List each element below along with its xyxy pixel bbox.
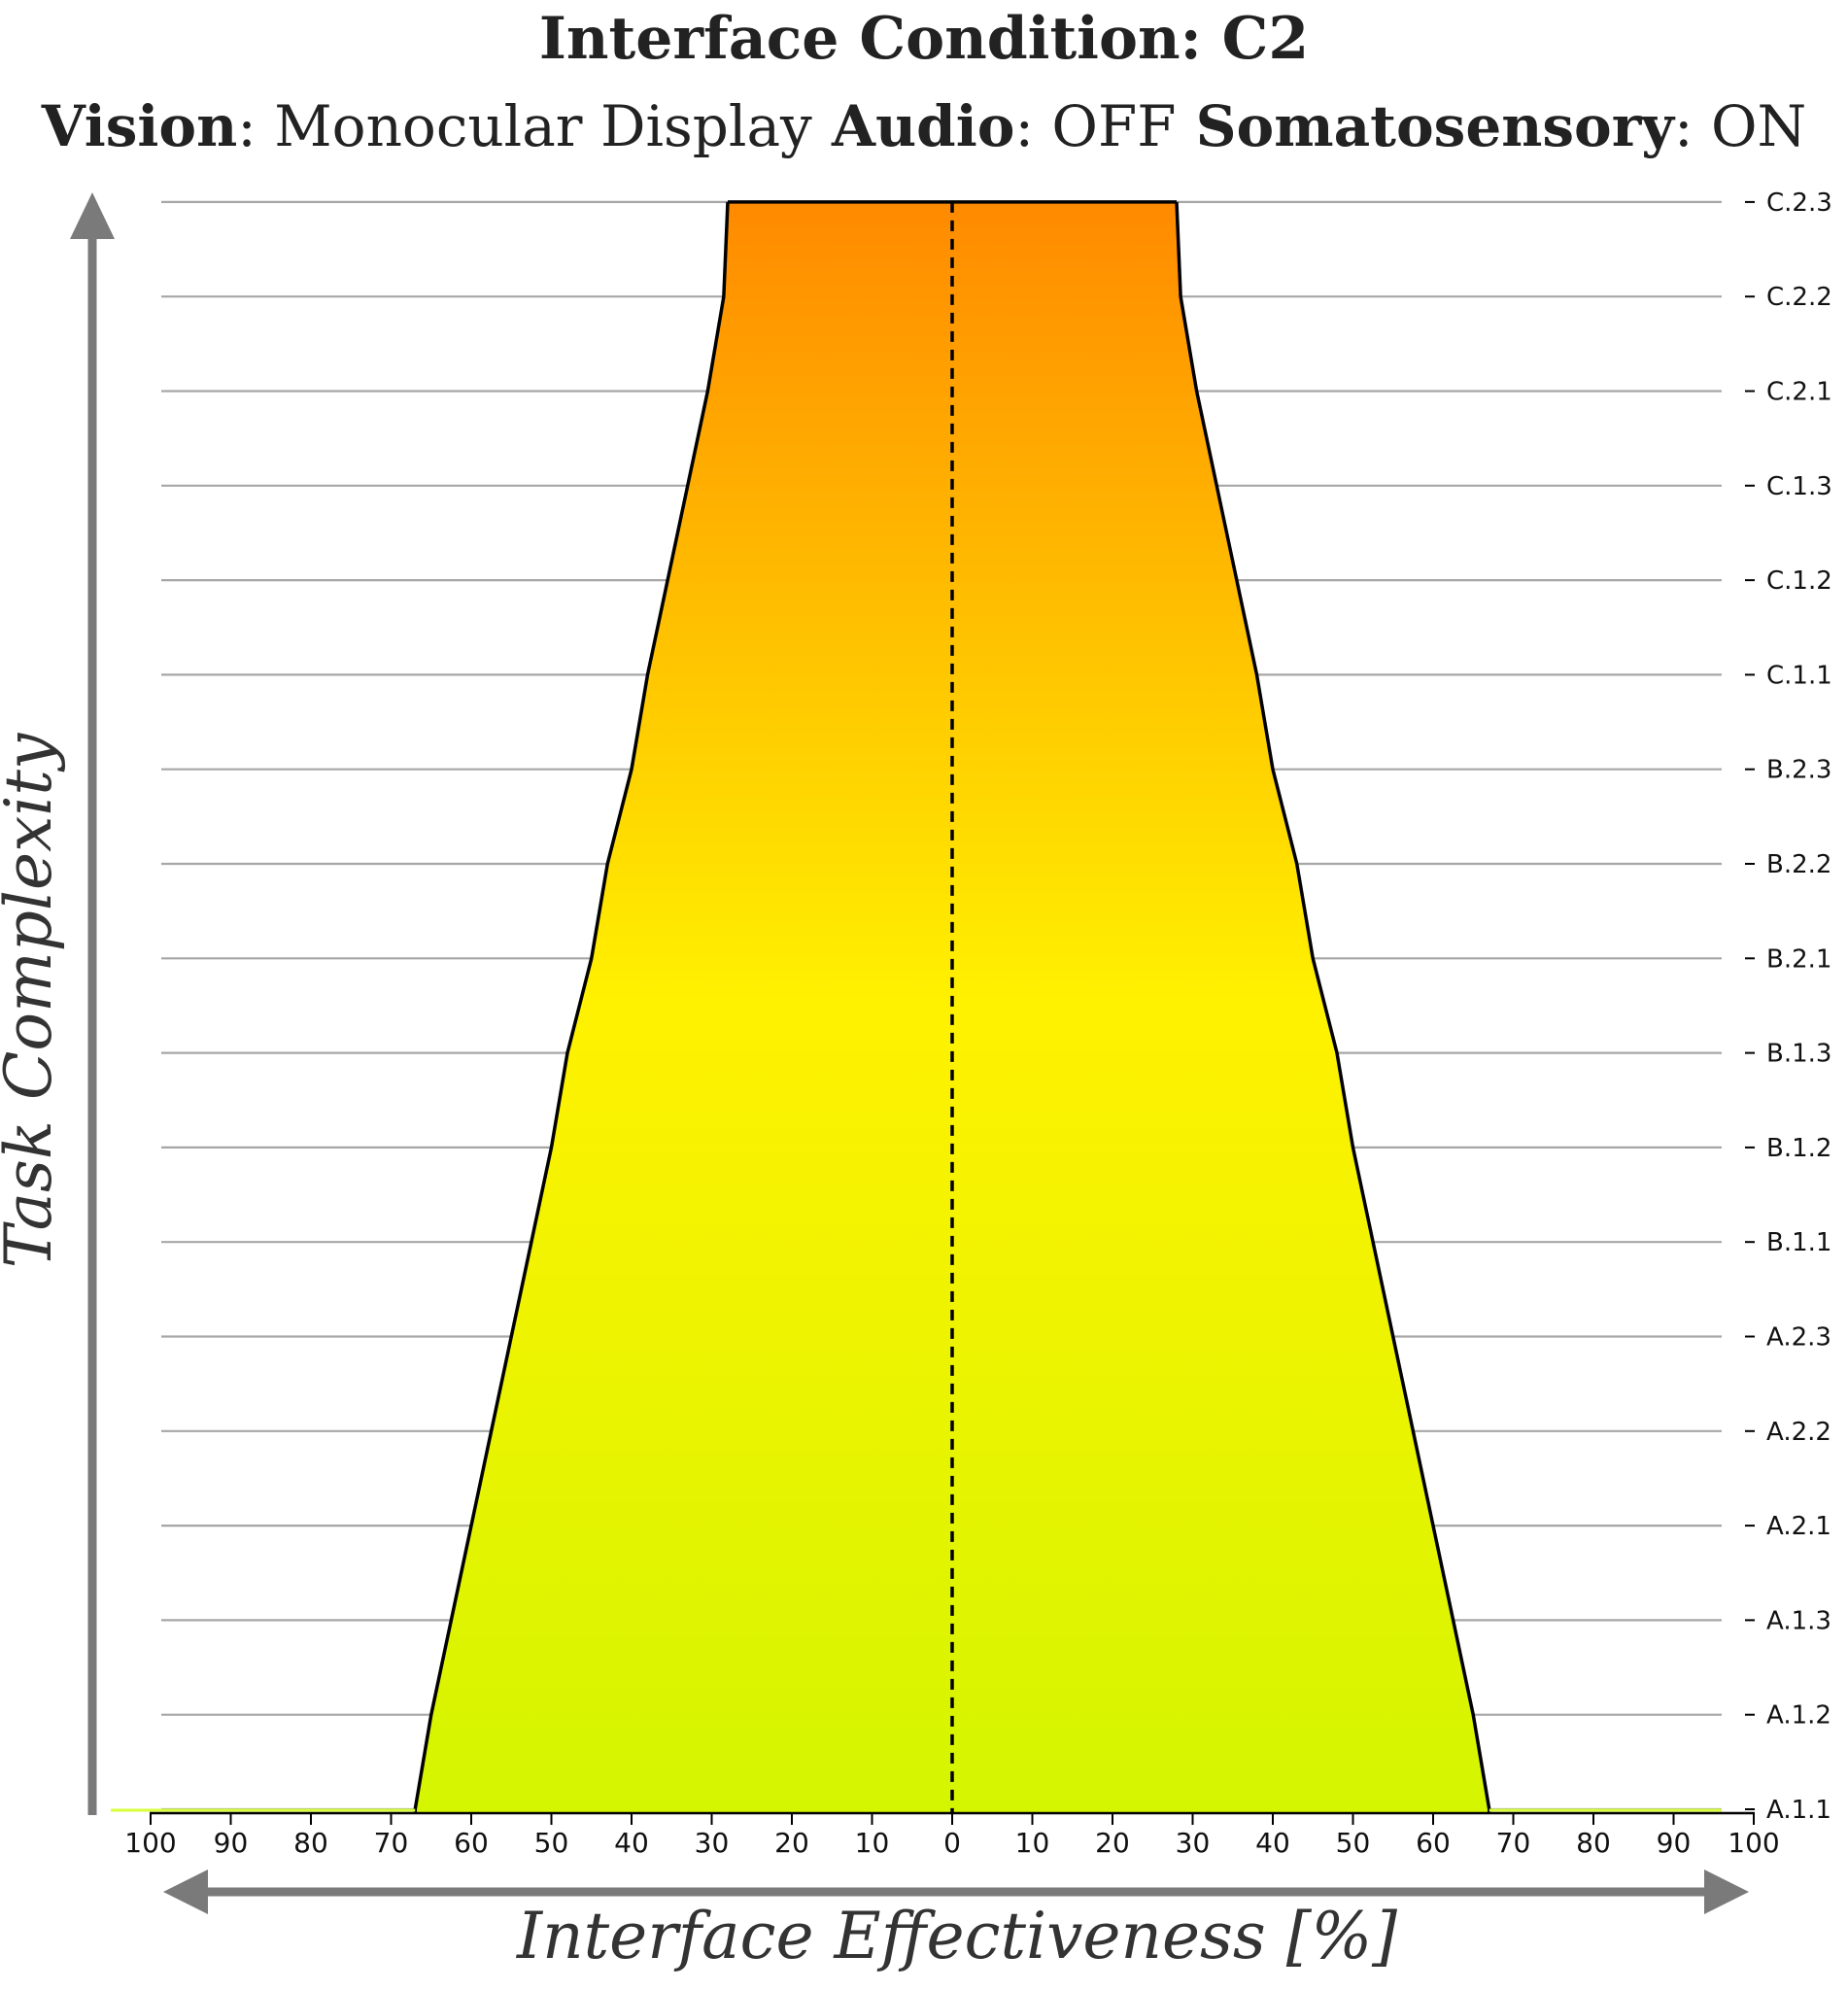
x-tick-label: 20 (1095, 1827, 1130, 1859)
y-axis-label: Task Complexity (0, 733, 66, 1268)
y-tick-label: B.2.2 (1766, 850, 1831, 879)
subtitle-value: : ON (1674, 93, 1806, 159)
y-tick-label: C.2.3 (1766, 189, 1832, 218)
x-tick-label: 70 (1496, 1827, 1531, 1859)
subtitle-value: : OFF (1014, 93, 1176, 159)
x-tick-label: 100 (124, 1827, 176, 1859)
effectiveness-area (413, 200, 1491, 1813)
left-boundary-line (413, 201, 730, 1813)
x-tick-label: 80 (293, 1827, 328, 1859)
x-tick-label: 10 (855, 1827, 890, 1859)
y-tick-label: A.1.3 (1766, 1606, 1831, 1635)
y-axis-arrow-head (70, 192, 115, 239)
x-tick-label: 90 (1657, 1827, 1692, 1859)
x-tick-label: 30 (1176, 1827, 1211, 1859)
subtitle-label: Somatosensory (1176, 93, 1676, 159)
y-tick-label: B.2.3 (1766, 756, 1831, 785)
subtitle-label: Audio (812, 93, 1015, 159)
x-tick-label: 0 (943, 1827, 961, 1859)
y-tick-label: C.1.3 (1766, 472, 1832, 501)
x-tick-label: 50 (534, 1827, 569, 1859)
axes (70, 192, 1755, 1914)
y-tick-label: A.1.2 (1766, 1701, 1831, 1731)
right-boundary-line (1175, 201, 1491, 1813)
chart-subtitle: Vision: Monocular Display Audio: OFF Som… (41, 93, 1807, 159)
x-tick-labels: 100 90 80 70 60 50 40 30 20 10 0 10 20 30 40 50 60 70 80 90… (124, 1827, 1779, 1859)
y-tick-label: A.2.2 (1766, 1418, 1831, 1447)
y-tick-label: C.1.2 (1766, 566, 1832, 596)
x-tick-label: 70 (374, 1827, 409, 1859)
x-tick-label: 60 (1416, 1827, 1451, 1859)
x-tick-label: 20 (774, 1827, 809, 1859)
y-tick-label: A.2.1 (1766, 1512, 1831, 1541)
effectiveness-area-fill (415, 201, 1489, 1813)
x-axis-arrow-head-left (163, 1870, 208, 1914)
y-tick-label: B.1.2 (1766, 1134, 1831, 1163)
x-tick-label: 30 (695, 1827, 730, 1859)
y-tick-label: B.1.3 (1766, 1040, 1831, 1069)
y-tick-label: A.2.3 (1766, 1323, 1831, 1353)
y-tick-label: C.2.1 (1766, 378, 1832, 407)
subtitle-value: : Monocular Display (237, 93, 812, 159)
x-tick-label: 100 (1728, 1827, 1779, 1859)
y-tick-label: A.1.1 (1766, 1796, 1831, 1825)
x-tick-label: 40 (614, 1827, 649, 1859)
chart-title: Interface Condition: C2 (539, 5, 1309, 73)
x-axis-label: Interface Effectiveness [%] (516, 1899, 1397, 1973)
x-tick-label: 50 (1336, 1827, 1371, 1859)
x-tick-label: 10 (1015, 1827, 1050, 1859)
x-tick-label: 60 (454, 1827, 489, 1859)
y-tick-label: C.2.2 (1766, 283, 1832, 312)
y-tick-labels: A.1.1 A.1.2 A.1.3 A.2.1 A.2.2 A.2.3 B.1.1 B.1.2… (1766, 189, 1832, 1825)
y-tick-label: B.2.1 (1766, 944, 1831, 974)
x-tick-label: 90 (214, 1827, 249, 1859)
x-axis-arrow-head-right (1704, 1870, 1749, 1914)
y-tick-label: C.1.1 (1766, 661, 1832, 690)
y-tick-label: B.1.1 (1766, 1228, 1831, 1257)
x-tick-label: 80 (1576, 1827, 1611, 1859)
x-tick-label: 40 (1255, 1827, 1290, 1859)
subtitle-label: Vision (41, 93, 238, 159)
